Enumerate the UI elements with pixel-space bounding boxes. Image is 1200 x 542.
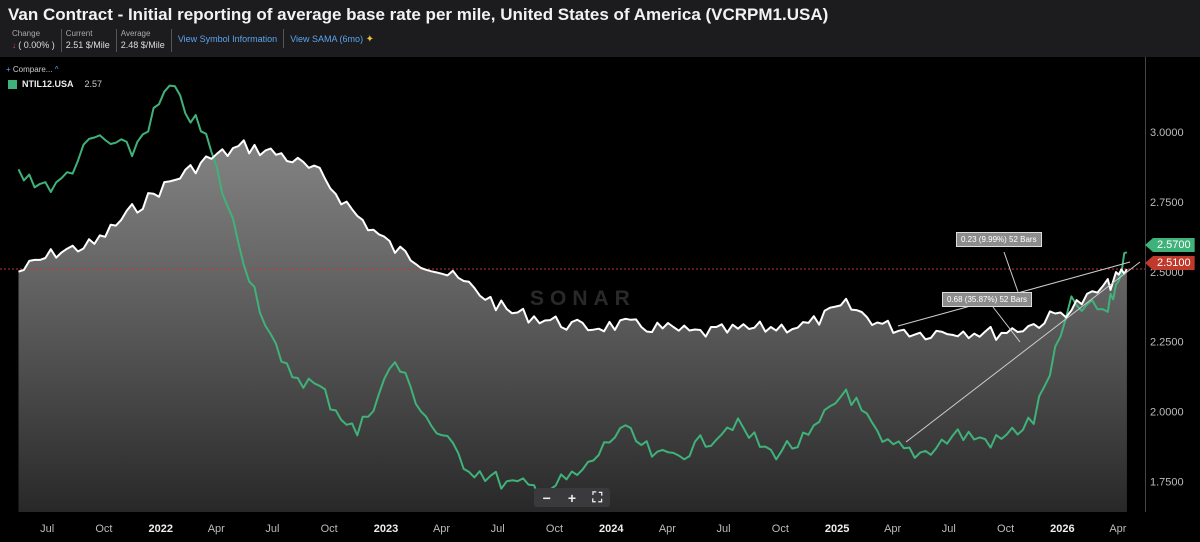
stat-change-value: ( 0.00% ) — [18, 40, 55, 50]
stat-value: 2.51 $/Mile — [65, 40, 110, 50]
x-tick-label: Apr — [884, 523, 901, 535]
x-tick-label: 2025 — [825, 523, 849, 535]
annotation-leader — [1003, 251, 1019, 293]
stat-change: Change ↓ ( 0.00% ) — [8, 29, 62, 52]
stat-label: Change — [12, 29, 41, 38]
stat-label: Current — [65, 29, 93, 38]
legend-series-value: 2.57 — [84, 79, 103, 89]
van-series-line[interactable] — [18, 139, 1128, 341]
chart-title: Van Contract - Initial reporting of aver… — [8, 5, 829, 24]
x-tick-label: Apr — [433, 523, 450, 535]
x-tick-label: Apr — [1109, 523, 1126, 535]
view-sama-label: View SAMA (6mo) — [290, 34, 364, 44]
ntil-series-line[interactable] — [17, 84, 1128, 499]
x-tick-label: Jul — [491, 523, 505, 535]
x-tick-label: Apr — [659, 523, 676, 535]
x-tick-label: Jul — [717, 523, 731, 535]
legend-series-name: NTIL12.USA — [22, 79, 74, 89]
legend-swatch — [8, 79, 17, 89]
annotation-box[interactable]: 0.23 (9.99%) 52 Bars — [956, 232, 1042, 247]
chart-header: Van Contract - Initial reporting of aver… — [0, 0, 1200, 57]
x-tick-label: 2022 — [148, 523, 172, 535]
caret-up-icon: ^ — [54, 65, 59, 74]
annotation-leader — [992, 306, 1021, 343]
trendline-ntil — [905, 261, 1141, 443]
stat-current: Current 2.51 $/Mile — [62, 29, 117, 52]
x-tick-label: Apr — [208, 523, 225, 535]
y-axis-line — [1145, 57, 1146, 512]
zoom-in-button[interactable]: + — [567, 489, 577, 506]
watermark: SONAR — [530, 287, 636, 310]
annotation-box[interactable]: 0.68 (35.87%) 52 Bars — [942, 292, 1033, 307]
x-tick-label: Oct — [546, 523, 563, 535]
x-tick-label: Oct — [95, 523, 112, 535]
y-tick-label: 2.2500 — [1150, 337, 1184, 349]
plus-icon: + — [6, 65, 11, 74]
stat-value: 2.48 $/Mile — [120, 40, 165, 50]
view-symbol-info-link[interactable]: View Symbol Information — [172, 29, 285, 48]
y-tick-label: 3.0000 — [1150, 127, 1184, 139]
x-tick-label: 2026 — [1050, 523, 1074, 535]
down-arrow-icon: ↓ — [12, 41, 19, 50]
view-sama-link[interactable]: View SAMA (6mo) ✦ — [284, 29, 380, 48]
y-tick-label: 1.7500 — [1150, 476, 1184, 488]
x-tick-label: Jul — [265, 523, 279, 535]
van-area-fill — [18, 140, 1127, 513]
zoom-out-button[interactable]: − — [542, 489, 551, 506]
stats-bar: Change ↓ ( 0.00% ) Current 2.51 $/Mile A… — [8, 29, 380, 53]
x-tick-label: Jul — [942, 523, 956, 535]
x-tick-label: Oct — [997, 523, 1014, 535]
x-tick-label: Oct — [772, 523, 789, 535]
sparkle-icon: ✦ — [365, 34, 374, 45]
compare-label: Compare... — [12, 65, 53, 74]
fit-screen-icon[interactable]: ⛶ — [592, 489, 603, 505]
legend[interactable]: NTIL12.USA 2.57 — [8, 79, 102, 89]
y-tick-label: 2.0000 — [1150, 406, 1184, 418]
stat-average: Average 2.48 $/Mile — [117, 29, 172, 52]
ntil-value-tag: 2.5700 — [1145, 238, 1195, 252]
stat-value: ↓ ( 0.00% ) — [12, 39, 55, 52]
compare-button[interactable]: + Compare... ^ — [6, 65, 58, 74]
y-tick-label: 2.7500 — [1150, 197, 1184, 209]
stat-label: Average — [120, 29, 151, 38]
x-tick-label: Jul — [40, 523, 54, 535]
x-tick-label: 2023 — [374, 523, 398, 535]
x-tick-label: Oct — [321, 523, 338, 535]
current-value-tag: 2.5100 — [1145, 256, 1195, 270]
x-tick-label: 2024 — [599, 523, 624, 535]
zoom-controls: − + ⛶ — [534, 488, 610, 507]
